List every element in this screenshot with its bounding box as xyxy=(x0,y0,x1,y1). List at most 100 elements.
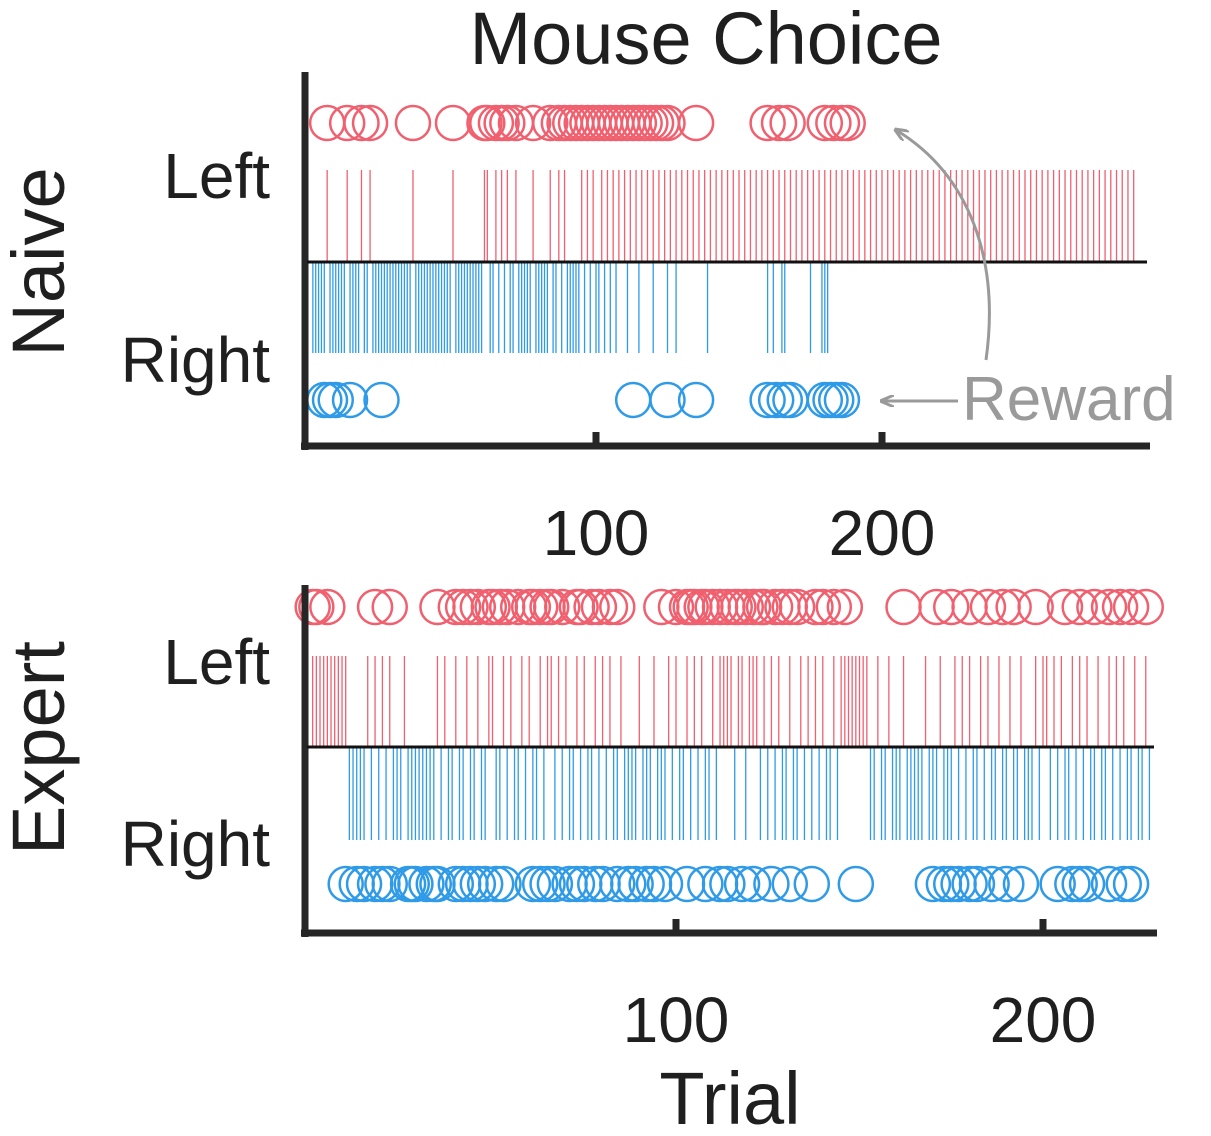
expert-right-reward-marker xyxy=(477,865,515,903)
naive-left-reward-marker xyxy=(434,104,472,142)
naive-left-reward-marker xyxy=(489,104,526,142)
expert-left-reward-marker xyxy=(995,588,1032,626)
expert-right-reward-marker xyxy=(1105,865,1142,903)
expert-left-reward-marker xyxy=(734,588,772,626)
naive-panel-label: Naive xyxy=(0,167,80,356)
expert-right-reward-marker xyxy=(558,865,596,903)
naive-xtick-label-100: 100 xyxy=(543,497,650,569)
expert-right-reward-marker xyxy=(1002,865,1040,903)
naive-right-reward-marker xyxy=(757,381,795,419)
expert-right-reward-marker xyxy=(485,865,522,903)
expert-left-reward-marker xyxy=(356,588,394,626)
expert-left-reward-marker xyxy=(885,588,922,626)
expert-right-reward-marker xyxy=(371,865,408,903)
expert-left-reward-marker xyxy=(1090,588,1128,626)
naive-left-reward-marker xyxy=(815,104,852,142)
naive-right-reward-marker xyxy=(677,381,715,419)
naive-left-reward-marker xyxy=(469,104,506,142)
naive-left-reward-marker xyxy=(829,104,866,142)
expert-right-reward-marker xyxy=(1039,865,1076,903)
naive-left-reward-marker xyxy=(677,104,715,142)
expert-right-reward-marker xyxy=(521,865,559,903)
expert-right-reward-marker xyxy=(599,865,636,903)
naive-right-reward-marker xyxy=(363,381,400,419)
naive-right-reward-marker xyxy=(823,381,861,419)
expert-right-reward-marker xyxy=(408,865,445,903)
expert-left-reward-marker xyxy=(532,588,570,626)
expert-left-reward-marker xyxy=(1076,588,1113,626)
naive-right-reward-marker xyxy=(331,381,369,419)
expert-right-reward-marker xyxy=(914,865,952,903)
expert-left-reward-marker xyxy=(599,588,636,626)
expert-left-reward-marker xyxy=(1127,588,1165,626)
expert-right-reward-marker xyxy=(646,865,684,903)
expert-left-reward-marker xyxy=(826,588,864,626)
expert-right-reward-marker xyxy=(345,865,383,903)
naive-xtick-label-200: 200 xyxy=(829,497,936,569)
expert-right-reward-marker xyxy=(466,865,504,903)
expert-left-reward-marker xyxy=(778,588,816,626)
expert-left-reward-marker xyxy=(756,588,794,626)
naive-right-reward-marker xyxy=(614,381,652,419)
expert-left-reward-marker xyxy=(298,588,335,626)
expert-left-reward-marker xyxy=(1061,588,1098,626)
naive-left-reward-marker xyxy=(749,104,786,142)
naive-left-reward-marker xyxy=(806,104,844,142)
expert-right-reward-marker xyxy=(701,865,739,903)
expert-right-label: Right xyxy=(121,808,271,880)
expert-right-reward-marker xyxy=(753,865,790,903)
expert-right-reward-marker xyxy=(610,865,647,903)
expert-left-reward-marker xyxy=(804,588,842,626)
expert-right-reward-marker xyxy=(988,865,1025,903)
expert-xtick-label-100: 100 xyxy=(623,984,730,1056)
expert-left-reward-marker xyxy=(933,588,970,626)
expert-right-reward-marker xyxy=(459,865,497,903)
expert-xtick-label-200: 200 xyxy=(990,984,1097,1056)
expert-right-reward-marker xyxy=(617,865,654,903)
expert-left-reward-marker xyxy=(294,588,331,626)
naive-left-reward-marker xyxy=(343,104,380,142)
expert-left-reward-marker xyxy=(951,588,988,626)
expert-left-reward-marker xyxy=(514,588,552,626)
expert-left-reward-marker xyxy=(1101,588,1139,626)
expert-right-reward-marker xyxy=(958,865,996,903)
expert-right-reward-marker xyxy=(1061,865,1098,903)
naive-right-label: Right xyxy=(121,324,271,396)
expert-right-reward-marker xyxy=(734,865,772,903)
expert-right-reward-marker xyxy=(397,865,434,903)
naive-left-reward-marker xyxy=(308,104,346,142)
expert-right-reward-marker xyxy=(536,865,574,903)
expert-right-reward-marker xyxy=(1112,865,1150,903)
expert-right-reward-marker xyxy=(723,865,761,903)
expert-right-reward-marker xyxy=(668,865,706,903)
naive-left-reward-marker xyxy=(394,104,432,142)
naive-right-reward-marker xyxy=(649,381,686,419)
reward-arrow-left xyxy=(896,130,991,361)
expert-left-reward-marker xyxy=(444,588,482,626)
expert-left-label: Left xyxy=(163,626,270,698)
expert-right-reward-marker xyxy=(1054,865,1091,903)
naive-panel: Naive Left Right 100 200 xyxy=(0,72,1150,569)
expert-panel-label: Expert xyxy=(0,641,80,855)
naive-left-reward-marker xyxy=(514,104,552,142)
expert-right-reward-marker xyxy=(973,865,1010,903)
expert-left-reward-marker xyxy=(727,588,764,626)
naive-left-reward-marker xyxy=(531,104,569,142)
expert-right-reward-marker xyxy=(687,865,724,903)
expert-right-reward-marker xyxy=(837,865,875,903)
expert-right-reward-marker xyxy=(628,865,665,903)
expert-left-reward-marker xyxy=(1046,588,1084,626)
expert-left-reward-marker xyxy=(815,588,853,626)
expert-left-reward-marker xyxy=(543,588,581,626)
naive-left-label: Left xyxy=(163,140,270,212)
expert-left-reward-marker xyxy=(591,588,629,626)
expert-left-reward-marker xyxy=(371,588,408,626)
naive-left-reward-marker xyxy=(769,104,806,142)
reward-annotation: Reward xyxy=(882,130,1176,434)
expert-left-reward-marker xyxy=(474,588,511,626)
expert-left-reward-marker xyxy=(720,588,757,626)
expert-left-reward-marker xyxy=(437,588,475,626)
expert-right-reward-marker xyxy=(933,865,970,903)
